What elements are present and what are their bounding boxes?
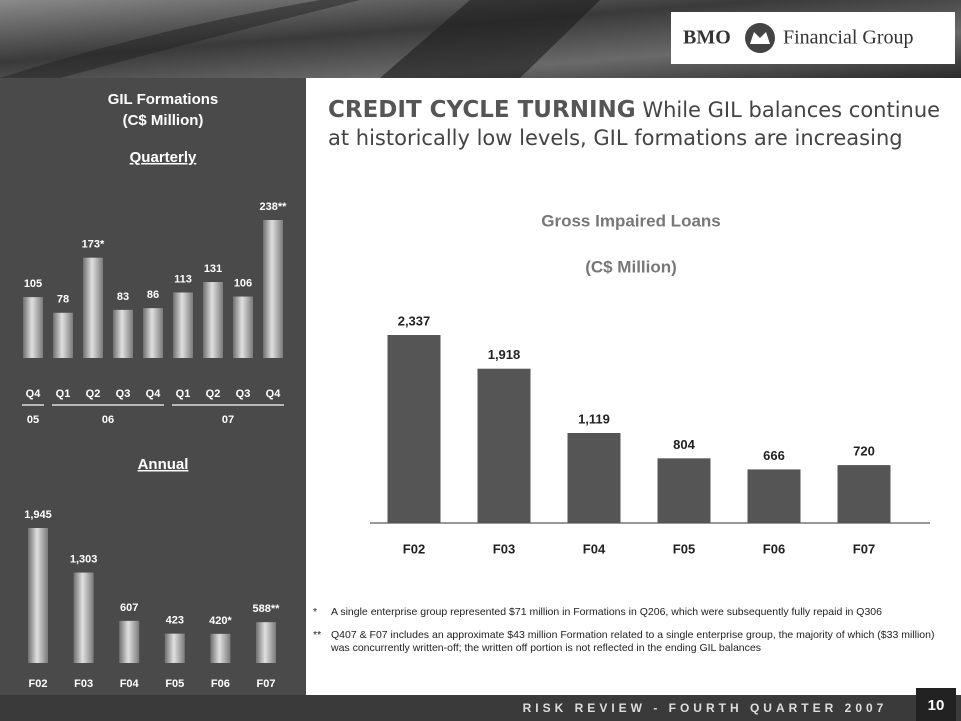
logo-icon-m [750,32,770,44]
chart-title: Annual [138,456,189,473]
x-tick-label: Q2 [86,388,101,400]
chart-title: Gross Impaired Loans [541,211,721,230]
footnote: ** Q407 & F07 includes an approximate $43… [313,629,946,655]
value-label: 420* [209,615,232,627]
value-label: 1,303 [70,553,98,565]
bar [263,220,283,358]
footnote-text: A single enterprise group represented $7… [331,606,882,618]
x-tick-label: F07 [257,678,276,690]
bar [164,633,185,663]
value-label: 105 [24,278,42,290]
value-label: 1,918 [488,347,521,362]
x-tick-label: F05 [673,541,695,556]
bar [203,282,223,358]
bar [23,297,43,358]
bar [477,368,531,523]
bar [119,620,140,663]
footnote-marker: * [313,606,318,618]
value-label: 720 [853,444,875,459]
bar [747,469,801,523]
panel-subtitle: (C$ Million) [123,112,204,129]
banner-shape [380,0,600,78]
x-tick-label: F04 [583,541,606,556]
value-label: 666 [763,448,785,463]
bar [83,257,103,358]
value-label: 607 [120,602,138,614]
bar [28,528,48,663]
footer-bar [0,695,961,721]
headline-text: While GIL balances continue at historica… [328,98,941,150]
bar [113,309,133,358]
value-label: 804 [673,437,695,452]
bar [210,633,231,663]
value-label: 78 [57,294,69,306]
x-tick-label: F03 [493,541,515,556]
footnote-text: Q407 & F07 includes an approximate $43 m… [331,629,935,654]
footnote: * A single enterprise group represented $… [313,606,946,619]
page-box [916,688,956,721]
bar [256,622,276,663]
x-tick-label: Q4 [26,388,42,400]
footnote-marker: ** [313,629,322,641]
x-tick-label: Q3 [236,388,251,400]
x-tick-label: F07 [853,541,875,556]
left-panel [0,78,306,695]
x-tick-label: Q3 [116,388,131,400]
group-label: 05 [27,414,39,426]
x-tick-label: F05 [165,678,184,690]
logo-suffix: Financial Group [783,27,914,49]
logo-brand: BMO [683,27,731,49]
x-tick-label: Q2 [206,388,221,400]
banner-shape [0,0,360,78]
bar [233,296,253,358]
chart-subtitle: (C$ Million) [585,257,677,276]
page-number: 10 [928,697,945,714]
group-label: 07 [222,414,234,426]
x-tick-label: F03 [74,678,93,690]
headline-lead: CREDIT CYCLE TURNING [328,97,636,123]
x-tick-label: F06 [763,541,785,556]
x-tick-label: F04 [120,678,140,690]
bar [173,292,193,358]
bar [387,335,441,523]
value-label: 238** [260,201,288,213]
value-label: 2,337 [398,313,431,328]
footnotes: * A single enterprise group represented $… [313,606,946,665]
x-tick-label: Q1 [56,388,71,400]
x-tick-label: Q4 [266,388,282,400]
value-label: 83 [117,291,129,303]
footer-text: RISK REVIEW - FOURTH QUARTER 2007 [523,701,888,715]
value-label: 86 [147,289,159,301]
value-label: 173* [82,239,105,251]
bar [73,572,94,663]
bar [657,458,711,523]
value-label: 106 [234,277,252,289]
group-label: 06 [102,414,114,426]
value-label: 1,945 [24,509,52,521]
x-tick-label: F02 [29,678,48,690]
x-tick-label: Q4 [146,388,162,400]
value-label: 1,119 [578,411,610,426]
bar [567,432,621,523]
bar [143,308,163,358]
x-tick-label: F06 [211,678,230,690]
value-label: 423 [166,615,184,627]
value-label: 131 [204,263,222,275]
value-label: 113 [174,273,192,285]
x-tick-label: F02 [403,541,425,556]
bar [837,465,891,523]
bar [53,312,73,358]
panel-title: GIL Formations [108,91,219,108]
headline: CREDIT CYCLE TURNING While GIL balances … [328,96,943,152]
logo-box [671,12,955,64]
x-tick-label: Q1 [176,388,191,400]
value-label: 588** [253,603,281,615]
chart-title: Quarterly [130,149,197,166]
